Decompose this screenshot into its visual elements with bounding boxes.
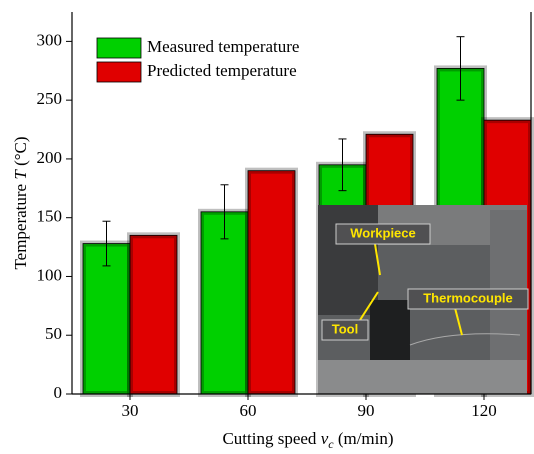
y-tick-label: 200 xyxy=(37,148,63,167)
legend-label: Measured temperature xyxy=(147,37,299,56)
legend-label: Predicted temperature xyxy=(147,61,297,80)
x-label-text: Cutting speed xyxy=(222,429,320,448)
y-tick-label: 50 xyxy=(45,324,62,343)
y-tick-label: 100 xyxy=(37,265,63,284)
y-tick-label: 0 xyxy=(54,383,63,402)
y-tick-label: 300 xyxy=(37,30,63,49)
y-tick-label: 250 xyxy=(37,89,63,108)
legend-swatch xyxy=(97,62,141,82)
bar xyxy=(248,171,295,394)
annotation: Tool xyxy=(332,321,358,336)
inset-photo: Workpiece Tool Thermocouple xyxy=(318,205,528,394)
y-tick-label: 150 xyxy=(37,207,63,226)
photo-right xyxy=(490,210,527,360)
annotation: Thermocouple xyxy=(423,290,513,305)
x-label-unit: (m/min) xyxy=(334,429,394,448)
y-axis-label: Temperature T (°C) xyxy=(11,136,30,269)
x-tick-label: 60 xyxy=(240,401,257,420)
x-axis-label: Cutting speed vc (m/min) xyxy=(222,429,393,451)
y-label-unit: (°C) xyxy=(11,136,30,170)
x-tick-label: 90 xyxy=(358,401,375,420)
annotation: Workpiece xyxy=(350,225,416,240)
chart: Temperature T (°C) Cutting speed vc (m/m… xyxy=(0,0,534,454)
photo-base xyxy=(318,360,527,394)
x-tick-label: 30 xyxy=(122,401,139,420)
legend-swatch xyxy=(97,38,141,58)
x-tick-label: 120 xyxy=(471,401,497,420)
bar xyxy=(130,235,177,394)
y-label-text: Temperature xyxy=(11,180,30,270)
photo-chuck xyxy=(318,205,378,315)
